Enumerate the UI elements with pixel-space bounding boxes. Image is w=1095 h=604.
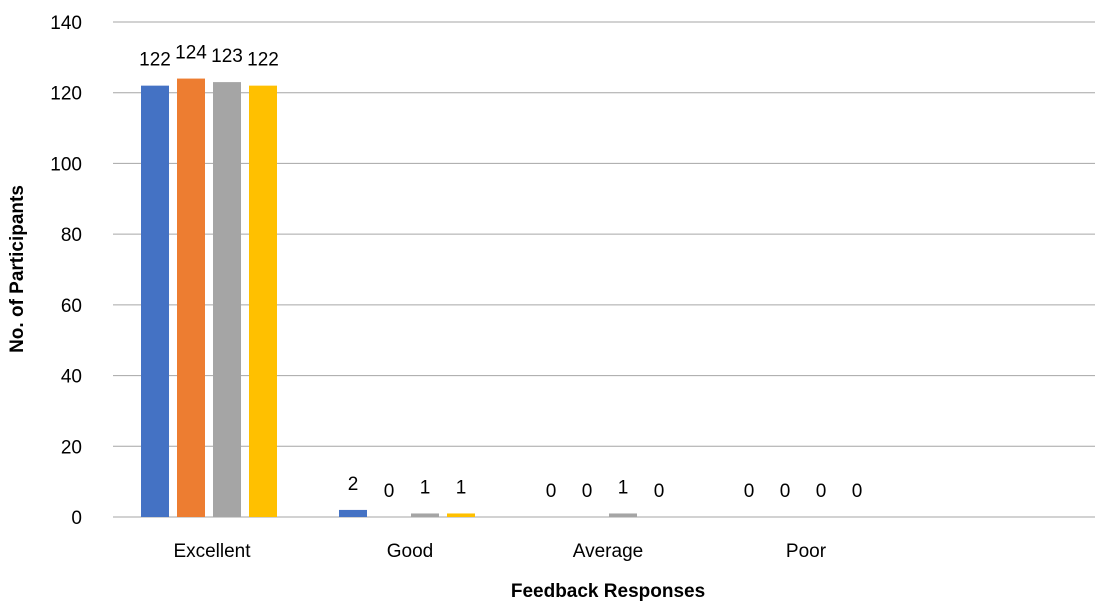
bar [177,78,205,518]
y-tick-label: 80 [61,225,82,246]
y-tick-label: 40 [61,367,82,388]
y-tick-label: 60 [61,296,82,317]
data-label: 0 [384,481,395,502]
bar [141,85,169,518]
y-tick-label: 20 [61,437,82,458]
data-label: 0 [816,481,827,502]
bar [609,513,637,517]
x-tick-label: Average [573,541,643,562]
bar [249,85,277,518]
data-label: 1 [618,477,629,498]
data-label: 1 [456,477,467,498]
x-tick-label: Poor [786,541,827,562]
y-axis-title: No. of Participants [7,185,28,353]
bar [213,82,241,517]
data-label: 122 [247,50,279,71]
y-tick-label: 0 [71,508,82,529]
x-tick-label: Excellent [173,541,251,562]
bars [141,78,637,518]
data-label: 0 [744,481,755,502]
data-label: 0 [546,481,557,502]
data-label: 2 [348,474,359,495]
y-tick-label: 100 [50,154,82,175]
data-label: 122 [139,50,171,71]
y-tick-label: 120 [50,84,82,105]
data-label: 0 [852,481,863,502]
data-label: 0 [582,481,593,502]
bar [411,513,439,517]
bar [339,509,367,517]
data-labels: 122 2 0 0 124 0 0 0 123 1 1 0 122 1 0 0 [139,43,862,502]
data-label: 1 [420,477,431,498]
x-tick-label: Good [387,541,433,562]
x-axis-title: Feedback Responses [511,581,705,602]
data-label: 124 [175,43,207,64]
y-tick-label: 140 [50,13,82,34]
bar [447,513,475,517]
x-axis-tick-labels: Excellent Good Average Poor [173,541,826,562]
data-label: 0 [780,481,791,502]
y-axis-tick-labels: 0 20 40 60 80 100 120 140 [50,13,82,529]
data-label: 0 [654,481,665,502]
data-label: 123 [211,46,243,67]
